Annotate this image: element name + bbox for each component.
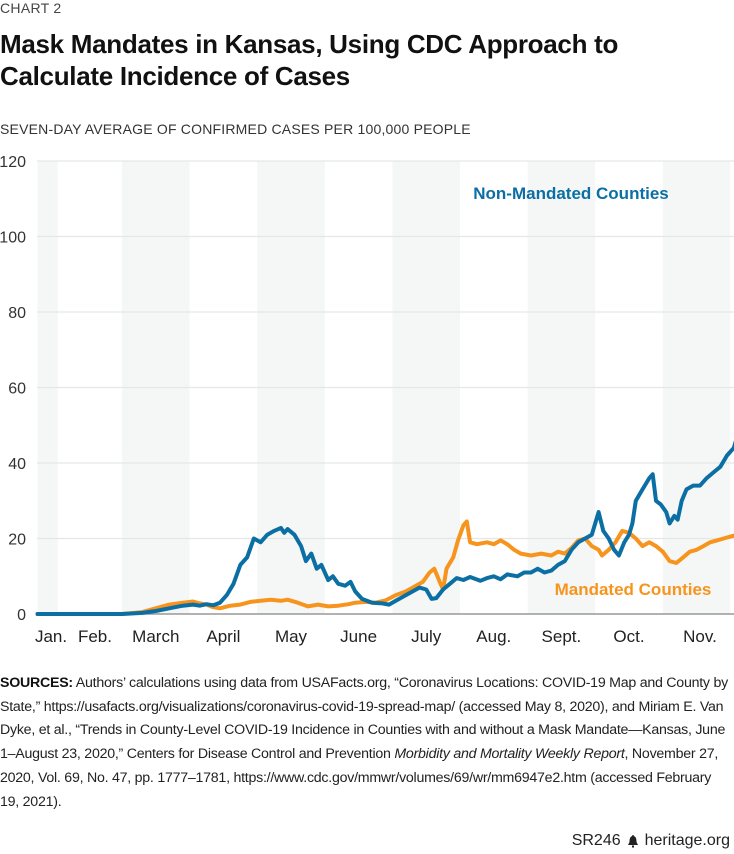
sources-note: SOURCES: Authors’ calculations using dat… [0,672,730,814]
sources-journal: Morbidity and Mortality Weekly Report [394,746,625,763]
y-tick-label: 0 [17,607,26,624]
sources-text-1: Authors’ calculations using data from US… [0,675,728,763]
x-tick-label: Sept. [542,627,582,646]
y-tick-label: 60 [8,381,26,398]
x-tick-label: May [275,627,308,646]
y-tick-label: 80 [8,305,26,322]
x-tick-label: Aug. [476,627,511,646]
series-label-mandated: Mandated Counties [555,580,712,599]
x-tick-label: April [206,627,240,646]
x-tick-label: June [340,627,377,646]
x-tick-label: Nov. [683,627,717,646]
footer: SR246 heritage.org [572,832,730,850]
sources-text-2: , November 27, 2020, Vol. 69, No. 47, pp… [0,746,719,810]
x-tick-label: March [132,627,179,646]
chart-subtitle: SEVEN-DAY AVERAGE OF CONFIRMED CASES PER… [0,121,471,137]
line-chart: 0 20 40 60 80 100 120 Jan. Feb. March April May June… [0,154,734,646]
series-line-non-mandated [35,440,734,616]
y-tick-label: 40 [8,456,26,473]
y-tick-label: 20 [8,532,26,549]
liberty-bell-icon [627,835,639,848]
x-tick-label: July [411,627,442,646]
x-tick-label: Jan. [35,627,67,646]
y-tick-label: 100 [0,230,26,247]
sources-label: SOURCES: [0,675,73,691]
series-label-non-mandated: Non-Mandated Counties [473,184,669,203]
chart-kicker: CHART 2 [0,0,62,16]
chart-title: Mask Mandates in Kansas, Using CDC Appro… [0,29,619,91]
heritage-site-link[interactable]: heritage.org [644,832,730,849]
y-tick-label: 120 [0,154,26,171]
series-line-mandated [35,519,734,616]
x-tick-label: Feb. [78,627,112,646]
report-id: SR246 [571,832,621,849]
x-tick-label: Oct. [613,627,644,646]
